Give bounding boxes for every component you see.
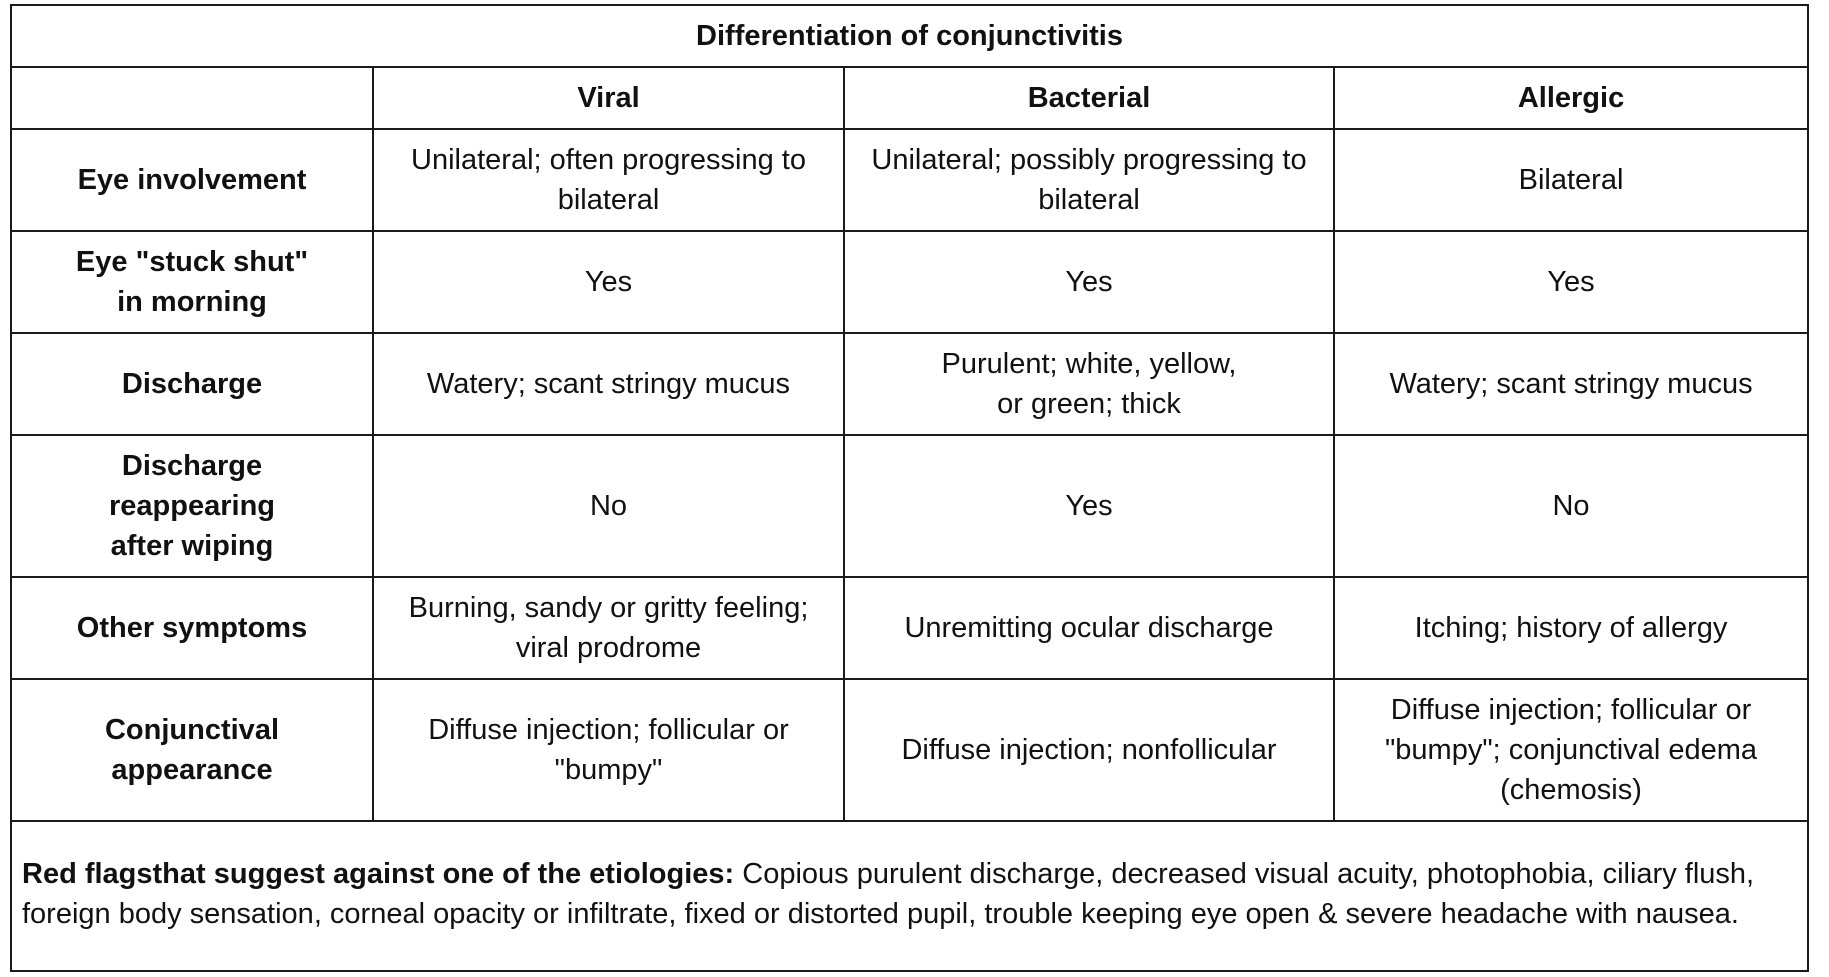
cell-allergic: Watery; scant stringy mucus bbox=[1332, 332, 1810, 436]
table-title: Differentiation of conjunctivitis bbox=[9, 4, 1810, 68]
cell-allergic: Bilateral bbox=[1332, 128, 1810, 232]
cell-bacterial: Unilateral; possibly progressing to bila… bbox=[843, 128, 1335, 232]
cell-bacterial: Yes bbox=[843, 434, 1335, 578]
header-row: Viral Bacterial Allergic bbox=[10, 66, 1810, 130]
cell-bacterial: Unremitting ocular discharge bbox=[843, 576, 1335, 680]
cell-allergic: Diffuse injection; follicular or "bumpy"… bbox=[1332, 678, 1810, 822]
header-bacterial: Bacterial bbox=[843, 66, 1335, 130]
table-row: Other symptoms Burning, sandy or gritty … bbox=[10, 576, 1810, 680]
red-flags-label: Red flagsthat suggest against one of the… bbox=[22, 858, 735, 890]
cell-viral: Watery; scant stringy mucus bbox=[372, 332, 845, 436]
row-label-conjunctival-appearance: Conjunctival appearance bbox=[10, 678, 374, 822]
row-label-eye-involvement: Eye involvement bbox=[10, 128, 374, 232]
cell-bacterial: Yes bbox=[843, 230, 1335, 334]
cell-allergic: Itching; history of allergy bbox=[1332, 576, 1810, 680]
cell-viral: Yes bbox=[372, 230, 845, 334]
red-flags-note: Red flagsthat suggest against one of the… bbox=[9, 820, 1810, 972]
cell-viral: Burning, sandy or gritty feeling; viral … bbox=[372, 576, 845, 680]
row-label-stuck-shut: Eye "stuck shut" in morning bbox=[10, 230, 374, 334]
table-row: Eye involvement Unilateral; often progre… bbox=[10, 128, 1810, 232]
cell-bacterial: Purulent; white, yellow, or green; thick bbox=[843, 332, 1335, 436]
cell-allergic: No bbox=[1332, 434, 1810, 578]
cell-bacterial: Diffuse injection; nonfollicular bbox=[843, 678, 1335, 822]
cell-viral: No bbox=[372, 434, 845, 578]
cell-allergic: Yes bbox=[1332, 230, 1810, 334]
footer-row: Red flagsthat suggest against one of the… bbox=[9, 820, 1810, 972]
red-flags-text: Copious purulent discharge, decreased vi… bbox=[22, 858, 1755, 930]
table-row: Discharge Watery; scant stringy mucus Pu… bbox=[10, 332, 1810, 436]
header-viral: Viral bbox=[372, 66, 845, 130]
conjunctivitis-table-container: Differentiation of conjunctivitis Viral … bbox=[9, 4, 1810, 972]
conjunctivitis-table: Differentiation of conjunctivitis Viral … bbox=[9, 4, 1810, 972]
row-label-discharge-reappearing: Discharge reappearing after wiping bbox=[10, 434, 374, 578]
header-empty bbox=[10, 66, 374, 130]
table-row: Eye "stuck shut" in morning Yes Yes Yes bbox=[10, 230, 1810, 334]
header-allergic: Allergic bbox=[1332, 66, 1810, 130]
row-label-discharge: Discharge bbox=[10, 332, 374, 436]
table-row: Conjunctival appearance Diffuse injectio… bbox=[10, 678, 1810, 822]
cell-viral: Unilateral; often progressing to bilater… bbox=[372, 128, 845, 232]
cell-viral: Diffuse injection; follicular or "bumpy" bbox=[372, 678, 845, 822]
row-label-other-symptoms: Other symptoms bbox=[10, 576, 374, 680]
table-row: Discharge reappearing after wiping No Ye… bbox=[10, 434, 1810, 578]
